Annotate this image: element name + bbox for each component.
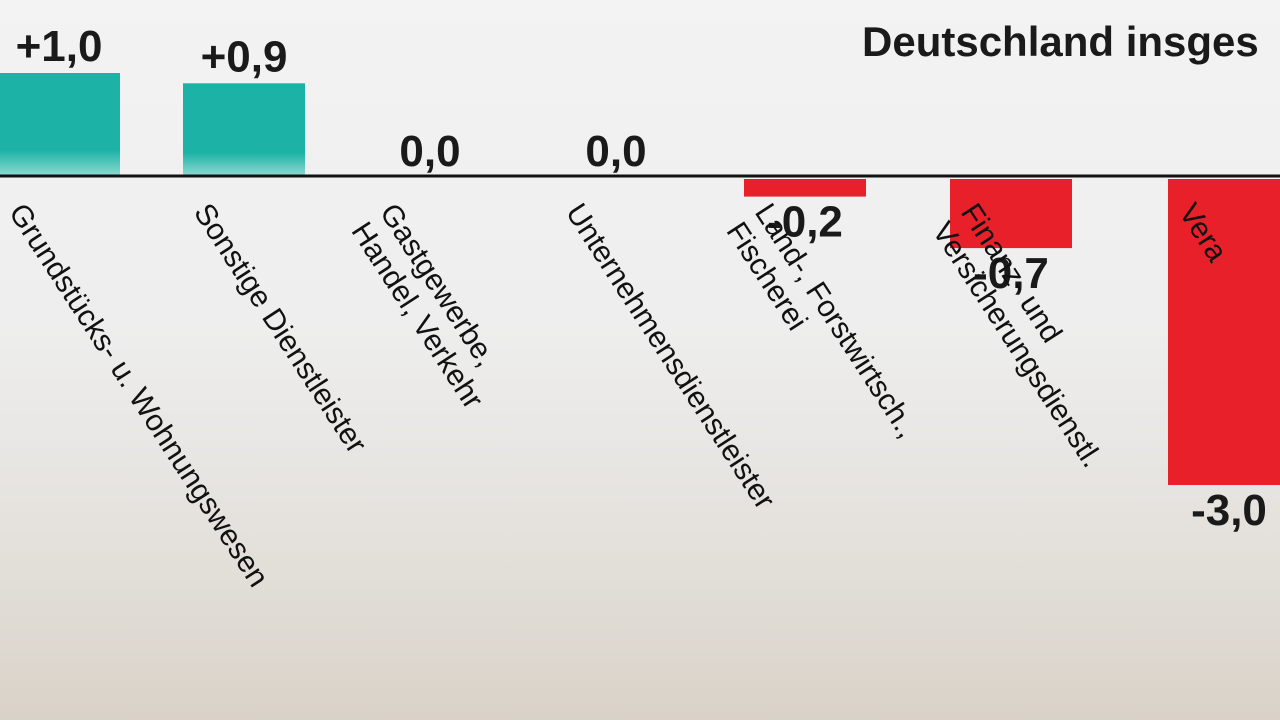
bar-value-label-6: -0,7 — [973, 249, 1049, 298]
bar-value-label-1: +1,0 — [16, 22, 103, 71]
chart-title: Deutschland insges — [862, 18, 1259, 65]
bar-value-label-3: 0,0 — [399, 127, 460, 176]
bar-1 — [0, 73, 120, 176]
category-label-3: Gastgewerbe,Handel, Verkehr — [345, 198, 503, 415]
bar-7 — [1168, 179, 1280, 485]
category-label-2: Sonstige Dienstleister — [187, 198, 373, 459]
bar-2 — [183, 83, 305, 176]
bar-value-label-7: -3,0 — [1191, 486, 1267, 535]
category-label-2-line-0: Sonstige Dienstleister — [187, 198, 373, 459]
bar-value-label-2: +0,9 — [201, 32, 288, 81]
bar-value-label-4: 0,0 — [585, 127, 646, 176]
bar-6 — [950, 179, 1072, 249]
bar-value-label-5: -0,2 — [767, 198, 843, 247]
bar-5 — [744, 179, 866, 197]
